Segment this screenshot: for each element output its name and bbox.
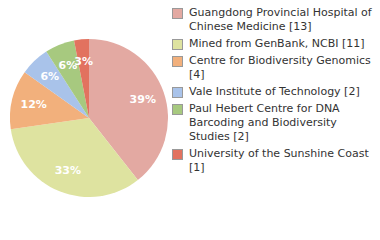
svg-text:39%: 39%	[130, 93, 156, 106]
svg-text:12%: 12%	[21, 98, 47, 111]
svg-text:33%: 33%	[55, 164, 81, 177]
html-text:Guangdong Provincial Hospital: Guangdong Provincial Hospital of Chinese…	[189, 6, 372, 33]
svg-text:6%: 6%	[58, 58, 78, 72]
html-text:University of the Sunshine Coa: University of the Sunshine Coast [1]	[189, 147, 369, 174]
html-text:Mined from GenBank, NCBI [11]: Mined from GenBank, NCBI [11]	[189, 37, 365, 50]
html-text:Vale Institute of Technology [: Vale Institute of Technology [2]	[189, 85, 360, 98]
html-text:Paul Hebert Centre for DNA Bar: Paul Hebert Centre for DNA Barcoding and…	[189, 102, 340, 143]
svg-text:3%: 3%	[74, 55, 93, 68]
svg-text:6%: 6%	[40, 70, 59, 83]
html-text:Centre for Biodiversity Genomi: Centre for Biodiversity Genomics [4]	[189, 54, 371, 81]
